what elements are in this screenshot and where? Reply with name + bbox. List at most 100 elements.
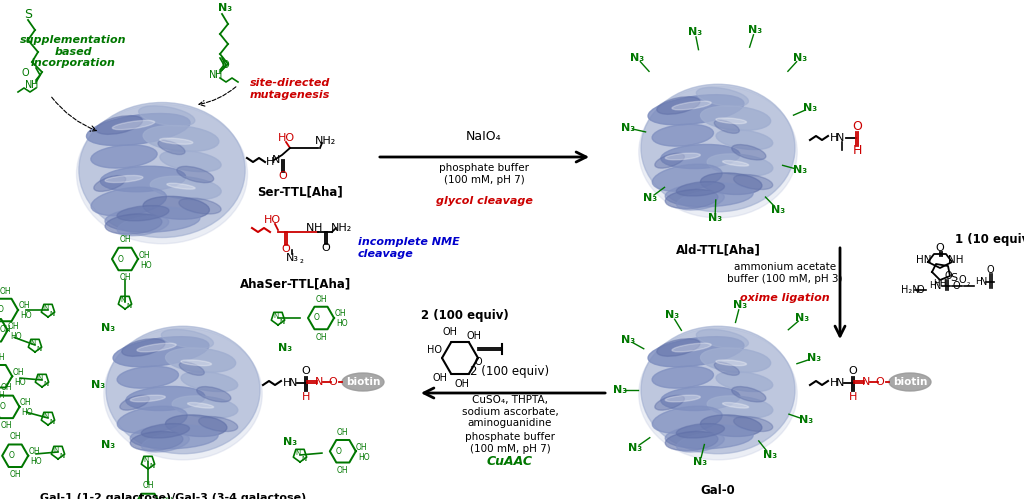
Text: OH: OH bbox=[0, 391, 5, 400]
Text: O: O bbox=[22, 68, 29, 78]
Text: CuSO₄, THPTA,
sodium ascorbate,
aminoguanidine: CuSO₄, THPTA, sodium ascorbate, aminogua… bbox=[462, 395, 558, 428]
Text: N₃: N₃ bbox=[803, 103, 817, 113]
Text: Ser-TTL[Aha]: Ser-TTL[Aha] bbox=[257, 186, 343, 199]
Ellipse shape bbox=[716, 371, 773, 392]
Text: N: N bbox=[295, 450, 301, 456]
Text: O: O bbox=[474, 357, 482, 367]
Text: N₃: N₃ bbox=[793, 53, 807, 63]
Ellipse shape bbox=[158, 140, 185, 155]
Ellipse shape bbox=[179, 198, 221, 214]
Ellipse shape bbox=[100, 166, 185, 192]
Ellipse shape bbox=[660, 144, 740, 169]
Ellipse shape bbox=[716, 360, 746, 366]
Text: OH: OH bbox=[8, 322, 19, 331]
Text: N₃: N₃ bbox=[621, 335, 635, 345]
Text: NH₂: NH₂ bbox=[315, 136, 337, 146]
Text: 1 (10 equiv): 1 (10 equiv) bbox=[955, 234, 1024, 247]
Ellipse shape bbox=[120, 395, 150, 410]
Ellipse shape bbox=[117, 366, 178, 388]
Ellipse shape bbox=[666, 395, 700, 402]
Text: biotin: biotin bbox=[893, 377, 927, 387]
Text: O: O bbox=[944, 271, 952, 281]
Ellipse shape bbox=[733, 175, 773, 190]
Ellipse shape bbox=[130, 432, 183, 451]
Ellipse shape bbox=[652, 124, 714, 146]
Text: N: N bbox=[49, 419, 54, 425]
Ellipse shape bbox=[732, 387, 766, 402]
Text: Ald-TTL[Aha]: Ald-TTL[Aha] bbox=[676, 244, 761, 256]
Text: NaIO₄: NaIO₄ bbox=[466, 130, 502, 143]
Ellipse shape bbox=[181, 371, 238, 392]
Ellipse shape bbox=[716, 118, 746, 124]
Ellipse shape bbox=[676, 182, 724, 196]
Text: O: O bbox=[221, 60, 228, 70]
Text: S: S bbox=[950, 273, 957, 283]
Text: O: O bbox=[916, 285, 924, 295]
Text: N: N bbox=[43, 305, 48, 311]
Text: OH: OH bbox=[0, 324, 11, 333]
Ellipse shape bbox=[105, 207, 200, 232]
Ellipse shape bbox=[676, 424, 724, 438]
Text: HO: HO bbox=[14, 378, 26, 387]
Ellipse shape bbox=[122, 339, 165, 356]
Text: N₃: N₃ bbox=[218, 3, 232, 13]
Ellipse shape bbox=[166, 415, 227, 437]
Ellipse shape bbox=[723, 161, 749, 166]
Ellipse shape bbox=[117, 216, 169, 236]
Text: O: O bbox=[876, 377, 885, 387]
Text: HO: HO bbox=[31, 457, 42, 466]
Ellipse shape bbox=[103, 328, 262, 460]
Text: N: N bbox=[126, 303, 132, 309]
Text: O: O bbox=[329, 377, 337, 387]
Text: HO: HO bbox=[140, 260, 152, 269]
Text: site-directed
mutagenesis: site-directed mutagenesis bbox=[250, 78, 330, 100]
Ellipse shape bbox=[652, 406, 722, 433]
Ellipse shape bbox=[648, 95, 744, 125]
Text: N: N bbox=[37, 375, 43, 381]
Text: H: H bbox=[829, 133, 839, 143]
Text: N: N bbox=[314, 377, 324, 387]
Ellipse shape bbox=[708, 396, 773, 418]
Text: H: H bbox=[829, 378, 839, 388]
Ellipse shape bbox=[130, 395, 165, 402]
Ellipse shape bbox=[187, 403, 214, 408]
Text: N: N bbox=[143, 457, 148, 463]
Text: N₃: N₃ bbox=[708, 213, 722, 223]
Text: OH: OH bbox=[337, 466, 348, 475]
Text: N₃: N₃ bbox=[771, 205, 785, 215]
Text: NH₂: NH₂ bbox=[332, 223, 352, 233]
Ellipse shape bbox=[177, 166, 214, 183]
Text: N: N bbox=[43, 413, 48, 419]
Text: OH: OH bbox=[467, 331, 481, 341]
Text: N: N bbox=[59, 453, 65, 459]
Text: OH: OH bbox=[432, 373, 447, 383]
Ellipse shape bbox=[677, 433, 724, 452]
Text: N: N bbox=[49, 311, 54, 317]
Text: N₃: N₃ bbox=[733, 300, 748, 310]
Ellipse shape bbox=[197, 387, 230, 402]
Ellipse shape bbox=[666, 183, 754, 207]
Text: OH: OH bbox=[12, 368, 24, 377]
Ellipse shape bbox=[143, 126, 219, 152]
Ellipse shape bbox=[656, 97, 700, 114]
Ellipse shape bbox=[715, 362, 739, 375]
Text: HO: HO bbox=[22, 408, 33, 417]
Ellipse shape bbox=[105, 214, 162, 234]
Ellipse shape bbox=[94, 176, 126, 192]
Text: H₂N: H₂N bbox=[901, 285, 920, 295]
Text: NH: NH bbox=[948, 255, 964, 265]
Text: H: H bbox=[32, 80, 39, 90]
Text: OH: OH bbox=[334, 309, 346, 318]
Ellipse shape bbox=[160, 138, 193, 144]
Text: supplementation
based
incorporation: supplementation based incorporation bbox=[19, 35, 126, 68]
Ellipse shape bbox=[113, 337, 209, 367]
Text: OH: OH bbox=[29, 447, 40, 456]
Text: OH: OH bbox=[442, 327, 458, 337]
Text: HO: HO bbox=[358, 453, 370, 462]
Text: N: N bbox=[934, 281, 942, 291]
Text: OH: OH bbox=[337, 428, 348, 437]
Ellipse shape bbox=[660, 386, 740, 411]
Ellipse shape bbox=[700, 348, 771, 372]
Ellipse shape bbox=[77, 104, 248, 244]
Text: N: N bbox=[121, 297, 126, 303]
